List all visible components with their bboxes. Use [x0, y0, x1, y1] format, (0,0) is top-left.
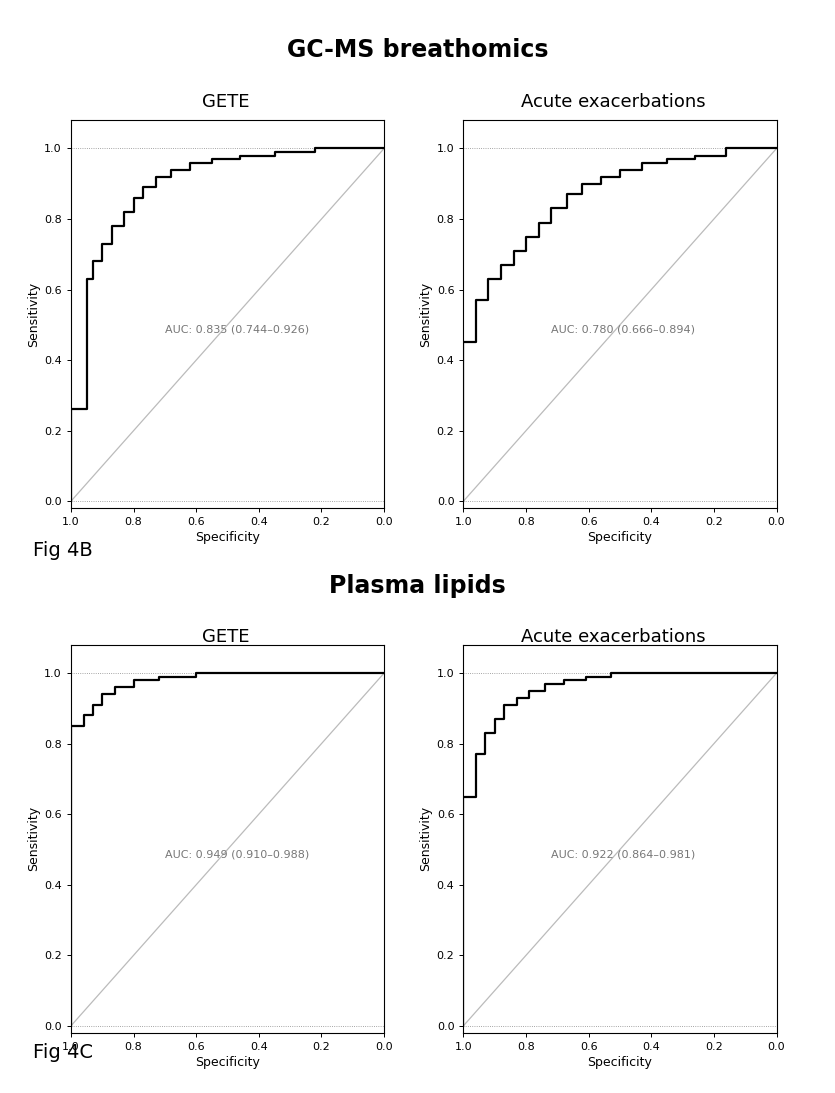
Text: Fig 4B: Fig 4B	[33, 541, 94, 560]
Y-axis label: Sensitivity: Sensitivity	[27, 282, 40, 346]
Y-axis label: Sensitivity: Sensitivity	[27, 807, 40, 871]
Text: Acute exacerbations: Acute exacerbations	[521, 628, 706, 646]
Text: Fig 4C: Fig 4C	[33, 1044, 94, 1062]
Y-axis label: Sensitivity: Sensitivity	[419, 807, 433, 871]
Text: AUC: 0.780 (0.666–0.894): AUC: 0.780 (0.666–0.894)	[551, 325, 695, 334]
Text: AUC: 0.922 (0.864–0.981): AUC: 0.922 (0.864–0.981)	[551, 849, 696, 859]
Text: Acute exacerbations: Acute exacerbations	[521, 93, 706, 110]
Text: GETE: GETE	[202, 628, 249, 646]
Text: GC-MS breathomics: GC-MS breathomics	[286, 38, 549, 62]
Y-axis label: Sensitivity: Sensitivity	[419, 282, 433, 346]
X-axis label: Specificity: Specificity	[195, 531, 260, 544]
X-axis label: Specificity: Specificity	[588, 1056, 652, 1069]
Text: Plasma lipids: Plasma lipids	[329, 574, 506, 598]
X-axis label: Specificity: Specificity	[195, 1056, 260, 1069]
Text: AUC: 0.949 (0.910–0.988): AUC: 0.949 (0.910–0.988)	[165, 849, 309, 859]
Text: AUC: 0.835 (0.744–0.926): AUC: 0.835 (0.744–0.926)	[165, 325, 309, 334]
Text: GETE: GETE	[202, 93, 249, 110]
X-axis label: Specificity: Specificity	[588, 531, 652, 544]
